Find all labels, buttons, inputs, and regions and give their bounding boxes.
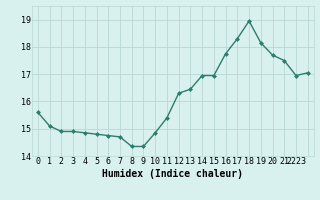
X-axis label: Humidex (Indice chaleur): Humidex (Indice chaleur) (102, 169, 243, 179)
